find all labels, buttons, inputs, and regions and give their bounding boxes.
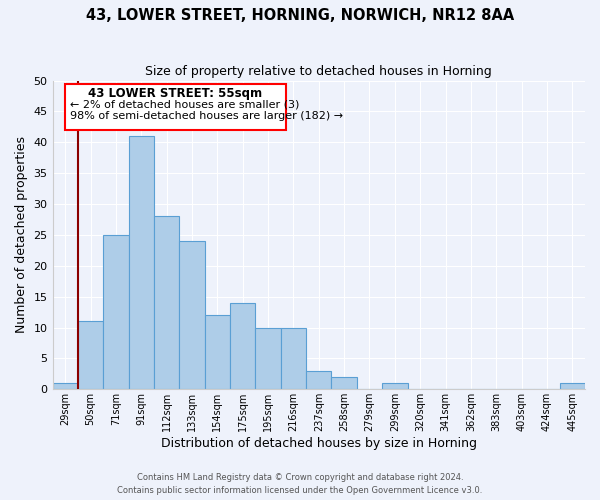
Bar — [230, 303, 256, 390]
Text: 43, LOWER STREET, HORNING, NORWICH, NR12 8AA: 43, LOWER STREET, HORNING, NORWICH, NR12… — [86, 8, 514, 22]
Bar — [103, 235, 128, 390]
Bar — [154, 216, 179, 390]
Bar — [382, 383, 407, 390]
Bar — [205, 315, 230, 390]
Text: 43 LOWER STREET: 55sqm: 43 LOWER STREET: 55sqm — [88, 86, 263, 100]
Bar — [256, 328, 281, 390]
Bar — [65, 84, 286, 130]
Bar — [331, 377, 357, 390]
Bar — [281, 328, 306, 390]
Bar — [53, 383, 78, 390]
Bar — [78, 322, 103, 390]
Text: Contains HM Land Registry data © Crown copyright and database right 2024.
Contai: Contains HM Land Registry data © Crown c… — [118, 474, 482, 495]
Bar — [306, 371, 331, 390]
Bar — [179, 241, 205, 390]
Text: 98% of semi-detached houses are larger (182) →: 98% of semi-detached houses are larger (… — [70, 112, 343, 122]
Y-axis label: Number of detached properties: Number of detached properties — [15, 136, 28, 334]
X-axis label: Distribution of detached houses by size in Horning: Distribution of detached houses by size … — [161, 437, 477, 450]
Title: Size of property relative to detached houses in Horning: Size of property relative to detached ho… — [145, 65, 492, 78]
Text: ← 2% of detached houses are smaller (3): ← 2% of detached houses are smaller (3) — [70, 99, 299, 109]
Bar — [128, 136, 154, 390]
Bar — [560, 383, 585, 390]
